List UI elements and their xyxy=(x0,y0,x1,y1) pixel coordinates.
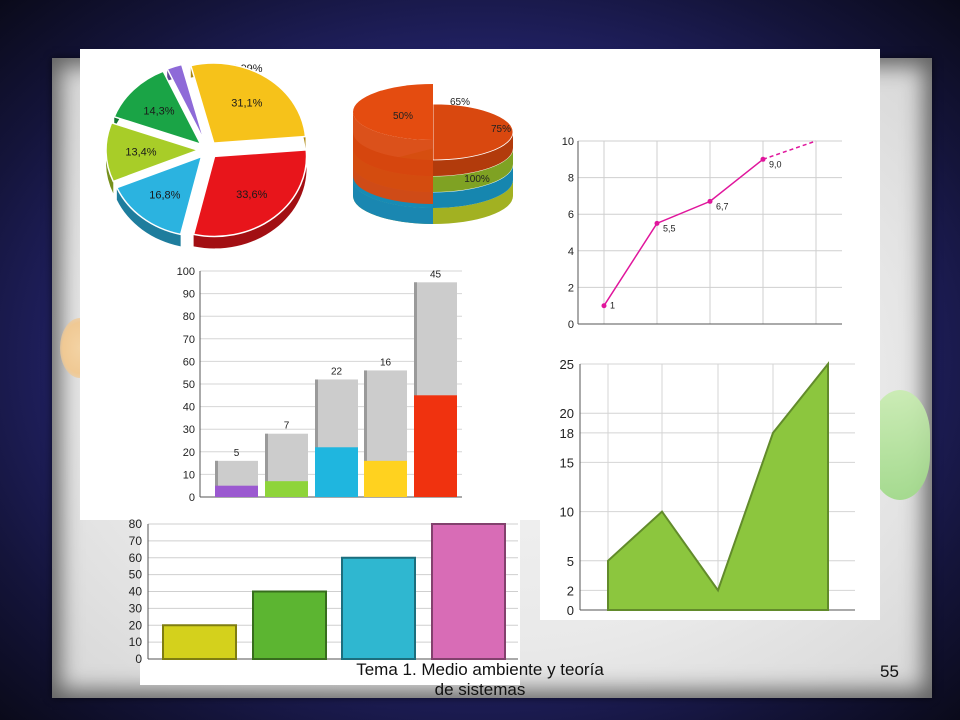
line-ytick-label: 0 xyxy=(568,319,574,331)
page-number: 55 xyxy=(880,662,899,681)
bar-ytick-label: 0 xyxy=(135,652,142,666)
bar xyxy=(162,624,237,660)
sbar-ytick-label: 60 xyxy=(183,356,195,368)
sbar-total-edge xyxy=(265,433,268,497)
sbar-total-edge xyxy=(315,379,318,497)
pie-slice-side xyxy=(193,149,307,249)
line-ytick-label: 6 xyxy=(568,209,574,221)
pie-slice xyxy=(189,62,307,144)
pie-slice-label: 14,3% xyxy=(143,105,174,117)
sbar-ytick-label: 70 xyxy=(183,334,195,346)
sbar-ytick-label: 20 xyxy=(183,447,195,459)
stacked-pie-chart: 50% 65% 75% 100% xyxy=(352,84,514,224)
pie-slice-side xyxy=(116,187,181,247)
bar-ytick-label: 10 xyxy=(129,635,143,649)
line-series xyxy=(603,158,764,307)
line-ytick-label: 2 xyxy=(568,282,574,294)
sbar-fill xyxy=(414,395,457,497)
pie-slice-label: 13,4% xyxy=(125,146,156,158)
line-point-label: 5,5 xyxy=(663,223,676,233)
slide-footer: Tema 1. Medio ambiente y teoría de siste… xyxy=(330,660,630,700)
stacked-pie-orange-top xyxy=(353,84,433,140)
line-point-label: 9,0 xyxy=(769,159,782,169)
sbar-fill xyxy=(265,481,308,497)
area-ytick-label: 18 xyxy=(560,426,574,441)
line-chart: 0 2 4 6 8 10 1 5,5 6,7 9,0 xyxy=(562,136,842,331)
sbar-ytick-label: 30 xyxy=(183,424,195,436)
sbar-value-label: 7 xyxy=(284,421,290,432)
sbar-ytick-label: 80 xyxy=(183,311,195,323)
sbar-fill xyxy=(364,460,407,497)
line-point xyxy=(707,198,713,204)
pie-chart: 2,99%31,1%33,6%16,8%13,4%14,3% xyxy=(105,62,308,249)
sbar-value-label: 22 xyxy=(331,366,343,377)
bar-ytick-label: 60 xyxy=(129,551,143,565)
bar-ytick-label: 20 xyxy=(129,618,143,632)
pie-slice-label: 16,8% xyxy=(149,189,180,201)
pie-slice xyxy=(113,70,203,146)
stacked-pie-orange-column xyxy=(353,84,433,204)
sbar-ytick-label: 10 xyxy=(183,469,195,481)
line-point xyxy=(601,303,607,309)
pie-slice xyxy=(105,121,201,183)
bar-ytick-label: 50 xyxy=(129,568,143,582)
pie-slice-label: 31,1% xyxy=(231,98,262,110)
area-ytick-label: 20 xyxy=(560,406,574,421)
sbar-value-label: 5 xyxy=(234,448,240,459)
footer-line-2: de sistemas xyxy=(434,680,526,699)
sbar-fill xyxy=(315,447,358,497)
sbar-ytick-label: 0 xyxy=(189,492,195,504)
footer-line-1: Tema 1. Medio ambiente y teoría xyxy=(356,660,604,679)
pie-slice xyxy=(192,149,308,238)
area-ytick-label: 0 xyxy=(567,603,574,618)
overlay-title: Modelos xyxy=(660,74,805,112)
bar-ytick-label: 70 xyxy=(129,534,143,548)
sbar-value-label: 16 xyxy=(380,357,392,368)
sbar-total-edge xyxy=(364,370,367,497)
area-ytick-label: 25 xyxy=(560,357,574,372)
bar xyxy=(431,523,506,660)
stacked-pie-label: 100% xyxy=(464,174,490,185)
bar-ytick-label: 30 xyxy=(129,601,143,615)
pie-slice-label: 33,6% xyxy=(236,189,267,201)
pie-slice xyxy=(115,155,203,236)
area-ytick-label: 15 xyxy=(560,455,574,470)
sbar-total-edge xyxy=(215,460,218,497)
area-series xyxy=(607,361,829,611)
sbar-ytick-label: 100 xyxy=(177,266,195,278)
bar-ytick-label: 40 xyxy=(129,585,143,599)
bar xyxy=(252,590,327,660)
decorative-blob-right xyxy=(870,390,930,500)
sbar-ytick-label: 90 xyxy=(183,289,195,301)
area-ytick-label: 2 xyxy=(567,583,574,598)
bar xyxy=(341,556,416,660)
line-ytick-label: 4 xyxy=(568,246,574,258)
line-ytick-label: 8 xyxy=(568,173,574,185)
pie-slice xyxy=(166,63,206,143)
sbar-ytick-label: 40 xyxy=(183,402,195,414)
area-ytick-label: 5 xyxy=(567,554,574,569)
stacked-pie-layer-top xyxy=(432,103,514,161)
sbar-fill xyxy=(215,485,258,497)
bar-ytick-label: 80 xyxy=(129,517,143,531)
stacked-pie-stripe xyxy=(353,180,433,224)
area-ytick-label: 10 xyxy=(560,505,574,520)
sbar-ytick-label: 50 xyxy=(183,379,195,391)
sbar-total-edge xyxy=(414,282,417,497)
line-series-dashed xyxy=(762,140,817,161)
stacked-pie-label: 50% xyxy=(393,111,413,122)
line-ytick-label: 10 xyxy=(562,136,574,148)
stacked-pie-label: 65% xyxy=(450,97,470,108)
line-point xyxy=(654,220,660,226)
sbar-value-label: 45 xyxy=(430,269,442,280)
line-point-label: 6,7 xyxy=(716,201,729,211)
bar-chart: 0 10 20 30 40 50 60 70 80 xyxy=(129,517,518,666)
line-point xyxy=(760,156,766,162)
stacked-bar-chart: 0 10 20 30 40 50 60 70 80 90 100 5 7 22 16 45 xyxy=(177,266,462,504)
line-point-label: 1 xyxy=(610,301,615,311)
stacked-pie-label: 75% xyxy=(491,124,511,135)
